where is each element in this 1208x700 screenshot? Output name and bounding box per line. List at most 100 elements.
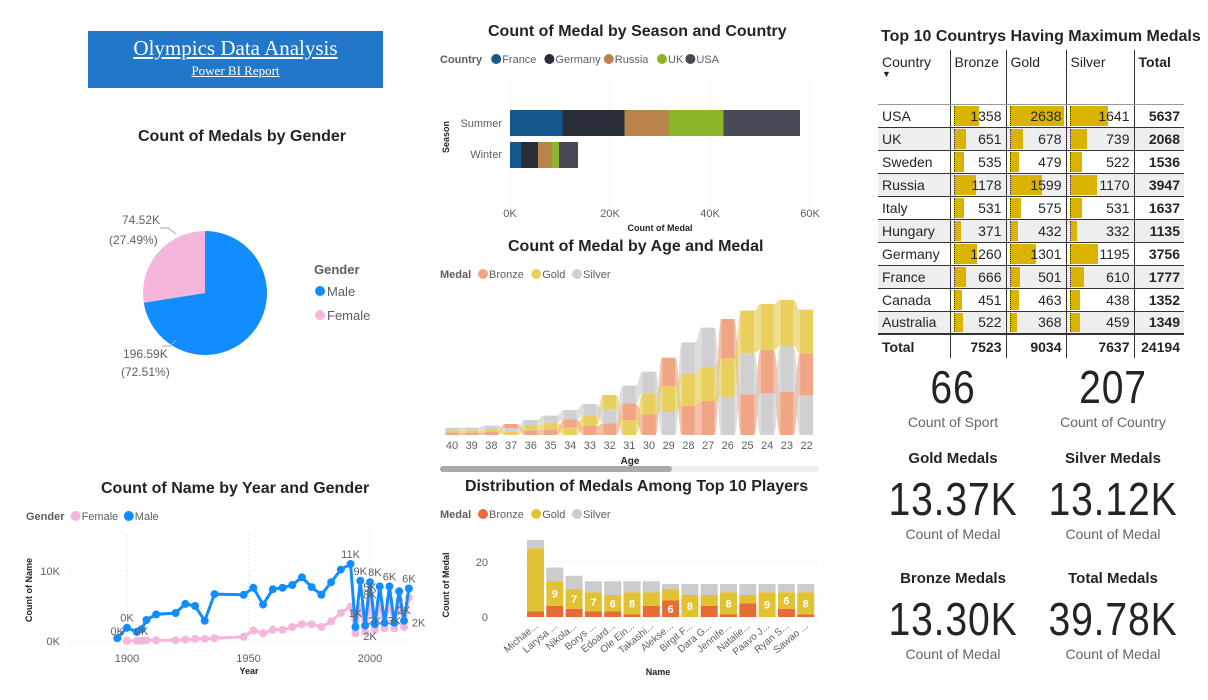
- column-24-gold[interactable]: [760, 304, 774, 350]
- column-37-gold[interactable]: [504, 431, 518, 435]
- column-27-bronze[interactable]: [701, 401, 715, 435]
- column-34-gold[interactable]: [563, 427, 577, 435]
- point-male[interactable]: [137, 625, 146, 634]
- point-male[interactable]: [181, 599, 190, 608]
- column-23-silver[interactable]: [780, 346, 794, 392]
- point-male[interactable]: [259, 600, 268, 609]
- column-33-silver[interactable]: [583, 404, 597, 416]
- bar-silver[interactable]: [565, 575, 583, 590]
- bar-silver[interactable]: [758, 584, 776, 593]
- legend-item-bronze[interactable]: Bronze: [489, 269, 524, 281]
- bar-bronze[interactable]: [604, 611, 622, 618]
- column-32-bronze[interactable]: [603, 423, 617, 435]
- point-male[interactable]: [361, 621, 370, 630]
- point-female[interactable]: [390, 624, 399, 633]
- point-male[interactable]: [171, 609, 180, 617]
- bar-bronze[interactable]: [642, 606, 660, 617]
- bar-bronze[interactable]: [565, 608, 583, 617]
- bar-silver[interactable]: [642, 581, 660, 593]
- column-33-bronze[interactable]: [583, 426, 597, 435]
- column-36-gold[interactable]: [524, 426, 538, 431]
- column-28-gold[interactable]: [681, 374, 695, 406]
- legend-item-female[interactable]: Female: [327, 308, 370, 323]
- bar-gold[interactable]: [604, 595, 622, 612]
- point-male[interactable]: [366, 578, 374, 587]
- point-female[interactable]: [249, 626, 258, 635]
- bar-silver[interactable]: [527, 540, 544, 549]
- bar-silver[interactable]: [681, 584, 699, 595]
- column-35-bronze[interactable]: [544, 429, 557, 435]
- point-female[interactable]: [200, 634, 209, 643]
- legend-item-gold[interactable]: Gold: [542, 509, 565, 521]
- point-male[interactable]: [239, 590, 248, 599]
- column-29-gold[interactable]: [662, 386, 676, 412]
- point-male[interactable]: [297, 573, 306, 582]
- column-25-bronze[interactable]: [741, 394, 754, 435]
- pie-slice-female[interactable]: [143, 231, 205, 303]
- bar-summer-germany[interactable]: [562, 110, 625, 136]
- bar-silver[interactable]: [720, 584, 737, 593]
- point-female[interactable]: [278, 625, 287, 634]
- point-male[interactable]: [327, 578, 336, 587]
- bar-winter-france[interactable]: [510, 142, 521, 168]
- point-female[interactable]: [288, 623, 297, 631]
- column-33-gold[interactable]: [583, 415, 597, 426]
- point-male[interactable]: [317, 590, 326, 599]
- legend-item-silver[interactable]: Silver: [583, 509, 611, 521]
- column-40-bronze[interactable]: [445, 432, 459, 435]
- bar-gold[interactable]: [546, 581, 564, 606]
- column-26-gold[interactable]: [721, 358, 735, 398]
- point-female[interactable]: [181, 635, 190, 644]
- column-31-bronze[interactable]: [622, 403, 636, 420]
- point-male[interactable]: [395, 587, 404, 596]
- point-male[interactable]: [400, 616, 409, 625]
- bar-silver[interactable]: [546, 567, 564, 582]
- column-31-silver[interactable]: [622, 385, 636, 404]
- bar-bronze[interactable]: [623, 614, 641, 617]
- point-male[interactable]: [351, 623, 360, 631]
- legend-item-germany[interactable]: Germany: [555, 54, 601, 66]
- point-female[interactable]: [171, 636, 180, 645]
- bar-silver[interactable]: [700, 584, 718, 595]
- point-male[interactable]: [113, 634, 122, 643]
- point-male[interactable]: [390, 618, 399, 627]
- legend-item-male[interactable]: Male: [135, 511, 159, 523]
- column-30-bronze[interactable]: [642, 414, 656, 435]
- column-34-silver[interactable]: [563, 410, 577, 420]
- bar-summer-usa[interactable]: [723, 110, 801, 136]
- column-header-total[interactable]: Total: [1133, 50, 1184, 105]
- column-40-gold[interactable]: [445, 430, 459, 433]
- pie-slice-male[interactable]: [143, 231, 267, 355]
- point-male[interactable]: [336, 565, 345, 574]
- column-30-silver[interactable]: [642, 371, 656, 394]
- column-29-bronze[interactable]: [662, 357, 676, 386]
- point-male[interactable]: [142, 616, 151, 624]
- bar-bronze[interactable]: [797, 614, 815, 617]
- bar-gold[interactable]: [720, 592, 737, 615]
- legend-item-female[interactable]: Female: [82, 511, 119, 523]
- column-32-silver[interactable]: [603, 409, 617, 424]
- point-male[interactable]: [346, 560, 355, 568]
- column-38-silver[interactable]: [484, 425, 498, 429]
- bar-winter-russia[interactable]: [538, 142, 552, 168]
- bar-winter-uk[interactable]: [552, 142, 559, 168]
- column-32-gold[interactable]: [603, 395, 617, 410]
- point-male[interactable]: [288, 581, 297, 589]
- point-female[interactable]: [307, 620, 316, 629]
- bar-silver[interactable]: [623, 581, 641, 593]
- bar-bronze[interactable]: [527, 611, 544, 618]
- point-female[interactable]: [259, 629, 268, 638]
- point-male[interactable]: [375, 582, 384, 591]
- point-female[interactable]: [351, 629, 360, 638]
- point-female[interactable]: [239, 632, 248, 641]
- column-35-gold[interactable]: [544, 422, 557, 430]
- column-24-silver[interactable]: [760, 393, 774, 435]
- column-34-bronze[interactable]: [563, 419, 577, 428]
- point-female[interactable]: [361, 627, 370, 636]
- point-female[interactable]: [142, 636, 151, 645]
- column-27-silver[interactable]: [701, 327, 715, 367]
- column-25-silver[interactable]: [741, 353, 754, 395]
- column-28-silver[interactable]: [681, 342, 695, 374]
- bar-gold[interactable]: [527, 548, 544, 612]
- point-female[interactable]: [370, 625, 379, 634]
